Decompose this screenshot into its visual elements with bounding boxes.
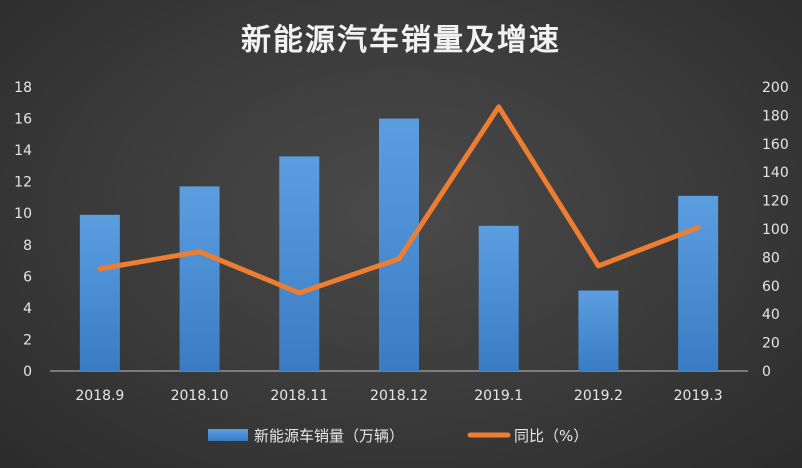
left-tick-label: 2 (23, 332, 32, 348)
left-tick-label: 12 (14, 175, 32, 191)
category-label: 2019.2 (574, 388, 623, 404)
right-tick-label: 0 (762, 364, 771, 380)
left-tick-label: 14 (14, 143, 32, 159)
right-tick-label: 180 (762, 108, 789, 124)
legend-label-line: 同比（%） (514, 427, 588, 445)
legend-label-bar: 新能源车销量（万辆） (254, 427, 404, 445)
left-tick-label: 18 (14, 80, 32, 96)
bar (79, 214, 120, 371)
left-tick-label: 16 (14, 112, 32, 128)
right-tick-label: 140 (762, 165, 789, 181)
left-tick-label: 8 (23, 238, 32, 254)
category-label: 2019.1 (474, 388, 523, 404)
left-axis: 0 2 4 6 8 10 12 14 16 18 (14, 80, 32, 380)
category-label: 2018.12 (370, 388, 428, 404)
bar (478, 225, 519, 371)
category-label: 2018.11 (270, 388, 328, 404)
line-series (97, 104, 701, 296)
category-label: 2018.10 (171, 388, 229, 404)
bar (678, 195, 719, 371)
right-tick-label: 60 (762, 279, 780, 295)
bar (578, 290, 619, 371)
right-tick-label: 80 (762, 250, 780, 266)
bar (379, 118, 419, 371)
legend-swatch-bar (208, 429, 248, 441)
right-tick-label: 120 (762, 194, 789, 210)
left-tick-label: 6 (23, 269, 32, 285)
bar (279, 156, 320, 371)
right-tick-label: 200 (762, 80, 789, 96)
right-tick-label: 100 (762, 222, 789, 238)
left-tick-label: 4 (23, 301, 32, 317)
left-tick-label: 10 (14, 206, 32, 222)
bar-series (79, 118, 719, 371)
chart-title: 新能源汽车销量及增速 (241, 23, 561, 58)
right-tick-label: 40 (762, 307, 780, 323)
bar (179, 186, 220, 371)
legend: 新能源车销量（万辆） 同比（%） (208, 427, 588, 445)
right-tick-label: 20 (762, 336, 780, 352)
left-tick-label: 0 (23, 364, 32, 380)
right-tick-label: 160 (762, 137, 789, 153)
category-labels: 2018.9 2018.10 2018.11 2018.12 2019.1 2019.2 2… (75, 388, 722, 404)
category-label: 2019.3 (674, 388, 723, 404)
right-axis: 0 20 40 60 80 100 120 140 160 180 200 (762, 80, 789, 380)
category-label: 2018.9 (75, 388, 124, 404)
